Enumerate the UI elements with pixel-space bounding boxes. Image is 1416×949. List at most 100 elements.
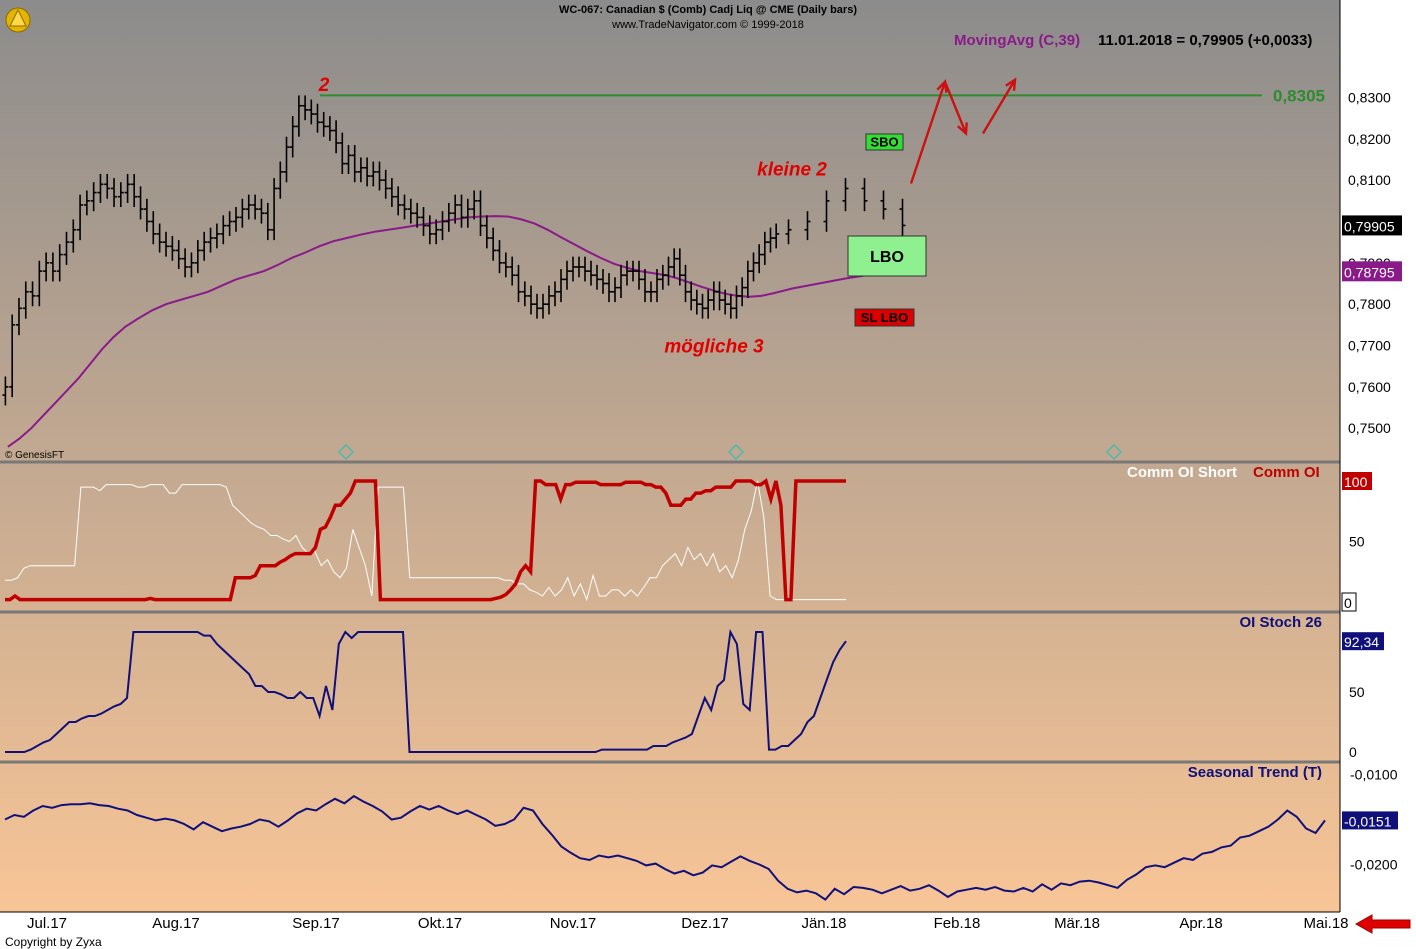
date-tick-label: Apr.18 — [1179, 915, 1222, 932]
price-bar — [56, 244, 63, 282]
price-bar — [727, 293, 734, 319]
price-bar — [750, 252, 757, 282]
price-bar — [761, 231, 768, 265]
price-bar — [143, 198, 150, 232]
header-source: www.TradeNavigator.com © 1999-2018 — [611, 19, 804, 31]
price-bar — [464, 198, 471, 228]
signal-box-sl: SL LBO — [854, 308, 915, 327]
date-tick-label: Sep.17 — [292, 915, 340, 932]
logo-icon — [5, 7, 31, 33]
projection-arrows-layer — [909, 77, 1017, 184]
price-bar — [452, 194, 459, 224]
date-tick-label: Nov.17 — [550, 915, 596, 932]
price-bar — [722, 289, 729, 315]
price-bars-layer — [2, 95, 906, 406]
price-bar — [576, 256, 582, 278]
price-bar — [382, 169, 389, 199]
price-bar — [426, 215, 433, 245]
oi-stoch-value-box: 92,34 — [1342, 632, 1384, 651]
price-bar — [137, 186, 144, 220]
comm-oi-line — [5, 478, 846, 602]
oi-stoch-legend: OI Stoch 26 — [1239, 614, 1322, 631]
stoch-tick-label: 0 — [1349, 744, 1357, 760]
wave-annotation: kleine 2 — [757, 160, 827, 181]
seasonal-value-box: -0,0151 — [1342, 811, 1398, 830]
price-bar — [483, 215, 490, 249]
moving-average-line — [7, 215, 899, 448]
projection-arrow — [943, 81, 968, 137]
price-bar — [213, 223, 220, 249]
header-title: WC-067: Canadian $ (Comb) Cadj Liq @ CME… — [559, 4, 857, 16]
price-bar — [458, 194, 465, 228]
price-bar — [264, 202, 271, 241]
ma-legend: MovingAvg (C,39) — [954, 32, 1080, 49]
price-bar — [345, 145, 352, 174]
price-tick-label: 0,8300 — [1348, 89, 1391, 105]
price-bar — [606, 273, 612, 303]
axis-labels-layer: 0,83000,82000,81000,80000,79000,78000,77… — [27, 32, 1402, 932]
price-bar — [842, 178, 849, 212]
genesis-credit: © GenesisFT — [5, 450, 64, 461]
price-bar — [295, 95, 302, 137]
price-bar — [420, 207, 427, 236]
price-bar — [111, 178, 118, 208]
price-bar — [49, 252, 56, 282]
svg-text:0,79905: 0,79905 — [1344, 218, 1395, 234]
price-bar — [169, 235, 176, 261]
price-bar — [439, 211, 446, 241]
seasonal-pane: Seasonal Trend (T) -0,0100 -0,0200 -0,0151 — [4, 764, 1398, 901]
price-bar — [9, 314, 16, 398]
price-bar — [477, 190, 484, 236]
price-bar — [710, 281, 717, 311]
price-bar — [376, 161, 383, 191]
price-bar — [490, 227, 497, 261]
price-bar — [861, 178, 868, 212]
price-bar — [239, 198, 246, 228]
price-bar — [175, 240, 182, 270]
price-bar — [314, 103, 321, 133]
price-bar — [97, 173, 104, 203]
price-bar — [546, 285, 552, 315]
price-bar — [395, 186, 402, 216]
svg-text:LBO: LBO — [870, 249, 904, 266]
price-bar — [534, 293, 540, 319]
price-bar — [733, 285, 740, 319]
price-bar — [252, 194, 259, 220]
price-bar — [739, 277, 746, 307]
price-bar — [226, 211, 233, 236]
price-bar — [15, 297, 22, 336]
price-tick-label: 0,7700 — [1348, 338, 1391, 354]
price-bar — [388, 178, 395, 208]
price-bar — [36, 260, 43, 307]
comm-oi-short-legend: Comm OI Short — [1127, 464, 1237, 481]
price-bar — [756, 244, 763, 274]
price-bar — [665, 256, 672, 286]
price-bar — [364, 157, 371, 187]
price-bar — [401, 194, 408, 220]
date-tick-label: Okt.17 — [418, 915, 462, 932]
diamond-marker-icon — [337, 443, 355, 461]
price-bar — [618, 264, 624, 298]
price-bar — [540, 293, 546, 319]
price-bar — [773, 223, 780, 249]
price-bar — [308, 99, 315, 125]
price-bar — [564, 260, 570, 290]
price-bar — [370, 161, 377, 187]
price-bar — [70, 219, 77, 253]
price-bar — [289, 116, 296, 158]
price-bar — [699, 293, 706, 319]
price-bar — [43, 252, 50, 282]
price-bar — [823, 190, 830, 232]
diamond-marker-icon — [1105, 443, 1123, 461]
price-bar — [104, 173, 111, 199]
price-bar — [612, 277, 618, 303]
arrow-left-icon[interactable] — [1354, 914, 1411, 934]
date-tick-label: Aug.17 — [152, 915, 200, 932]
price-bar — [182, 248, 189, 278]
price-bar — [414, 202, 421, 228]
price-bar — [339, 132, 346, 174]
price-bar — [124, 173, 131, 203]
price-bar — [744, 260, 751, 298]
price-bar — [320, 111, 327, 137]
date-tick-label: Mai.18 — [1303, 915, 1348, 932]
